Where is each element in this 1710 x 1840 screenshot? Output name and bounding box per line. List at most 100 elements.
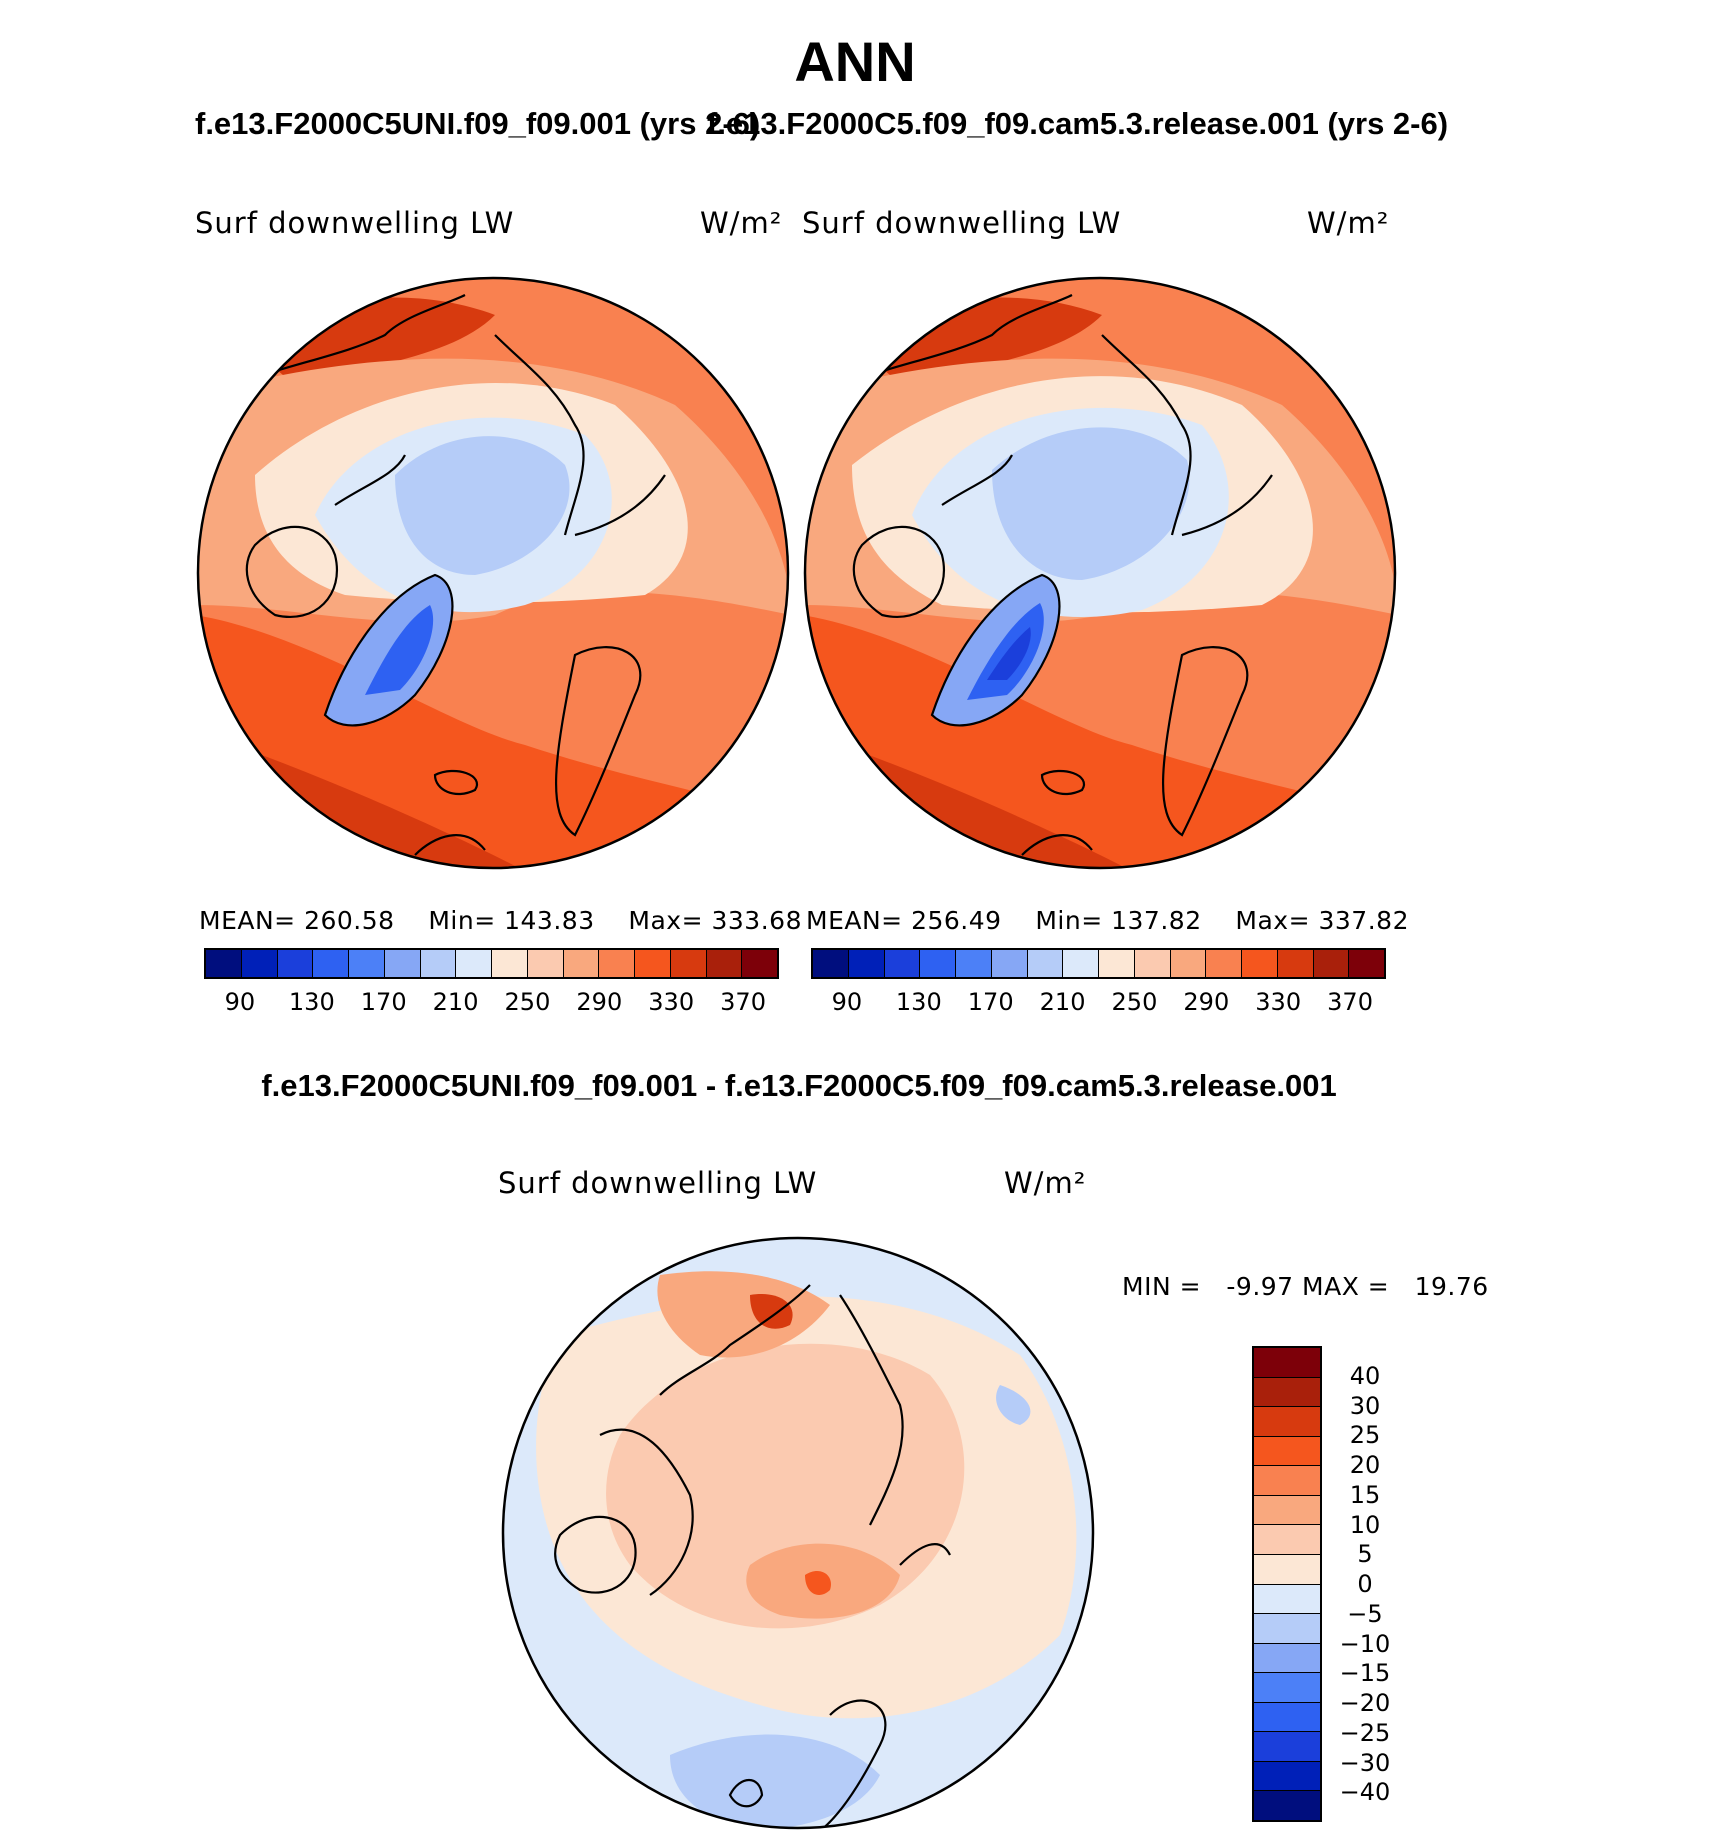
panel2-colorbar-swatch: [1242, 950, 1278, 977]
panel1-colorbar-swatch: [456, 950, 492, 977]
panel2-colorbar-swatch: [920, 950, 956, 977]
panel1-stats: MEAN= 260.58 Min= 143.83 Max= 333.68: [199, 906, 801, 936]
panel1-variable-label: Surf downwelling LW: [195, 206, 515, 240]
diff-region-siberia: [657, 1271, 830, 1358]
panel2-colorbar-tick-label: 90: [831, 988, 863, 1016]
diff-colorbar-swatch: [1254, 1732, 1320, 1762]
case-left-title: f.e13.F2000C5UNI.f09_f09.001 (yrs 2-6): [195, 106, 761, 141]
panel2-colorbar-swatch: [1170, 950, 1207, 977]
diff-map-border: [501, 1236, 1095, 1830]
panel1-map: [196, 276, 790, 870]
diff-colorbar-tick-label: 10: [1349, 1510, 1381, 1539]
diff-colorbar-tick-label: 25: [1349, 1421, 1381, 1450]
diff-colorbar-tick-label: −30: [1339, 1748, 1391, 1777]
panel1-colorbar-swatch: [277, 950, 314, 977]
diff-colorbar-tick-label: −5: [1347, 1599, 1383, 1628]
case-right-title: f.e13.F2000C5.f09_f09.cam5.3.release.001…: [707, 106, 1449, 141]
panel1-colorbar-swatch: [420, 950, 457, 977]
panel1-region-greenland-core: [365, 605, 434, 695]
panel2-colorbar-swatch: [956, 950, 992, 977]
panel1-max-value: 333.68: [711, 906, 802, 935]
diff-colorbar-tick-label: −25: [1339, 1718, 1391, 1747]
panel2-max-value: 337.82: [1318, 906, 1409, 935]
diff-region-chukotka: [805, 1570, 831, 1595]
panel2-colorbar-tick-label: 130: [895, 988, 942, 1016]
panel2-colorbar-swatch: [1349, 950, 1384, 977]
diff-colorbar-tick-label: 5: [1357, 1540, 1373, 1569]
panel2-colorbar-swatch: [1277, 950, 1314, 977]
panel1-region-arctic-core: [395, 436, 570, 575]
diff-colorbar-swatch: [1254, 1495, 1320, 1526]
panel1-colorbar-swatch: [384, 950, 421, 977]
panel1-mean-value: 260.58: [304, 906, 395, 935]
panel2-colorbar: [811, 948, 1386, 979]
diff-colorbar-tick-label: 20: [1349, 1451, 1381, 1479]
panel2-colorbar-swatch: [848, 950, 885, 977]
diff-colorbar-swatch: [1254, 1673, 1320, 1703]
panel1-colorbar-tick-label: 250: [504, 988, 551, 1016]
panel1-colorbar-swatch: [635, 950, 671, 977]
panel2-max-label: Max=: [1235, 906, 1311, 935]
panel1-colorbar-swatch: [599, 950, 635, 977]
diff-min-value: -9.97: [1226, 1272, 1294, 1301]
diff-colorbar-tick-label: −15: [1339, 1659, 1391, 1688]
diff-units-label: W/m²: [1004, 1166, 1087, 1200]
panel2-colorbar-swatch: [1206, 950, 1242, 977]
panel2-min-value: 137.82: [1111, 906, 1202, 935]
panel2-colorbar-tick-label: 370: [1327, 988, 1373, 1016]
panel2-mean-label: MEAN=: [806, 906, 903, 935]
diff-colorbar-swatch: [1254, 1761, 1320, 1792]
diff-max-label: MAX =: [1302, 1272, 1390, 1301]
diff-max-value: 19.76: [1414, 1272, 1489, 1301]
panel1-units-label: W/m²: [700, 206, 783, 240]
panel2-colorbar-swatch: [1134, 950, 1171, 977]
diff-region-pacific: [996, 1385, 1031, 1425]
panel1-colorbar-swatch: [742, 950, 777, 977]
diff-colorbar-swatch: [1254, 1554, 1320, 1585]
diff-colorbar-swatch: [1254, 1348, 1320, 1378]
diff-colorbar-swatch: [1254, 1525, 1320, 1555]
panel2-colorbar-ticks: 90 130 170 210 250 290 330 370: [811, 988, 1386, 1018]
diff-colorbar-ticks: 40 30 25 20 15 10 5 0 −5 −10 −15 −20 −25 −30 −40: [1322, 1346, 1432, 1822]
panel2-colorbar-tick-label: 250: [1111, 988, 1158, 1016]
panel1-min-value: 143.83: [504, 906, 595, 935]
panel2-colorbar-swatch: [1027, 950, 1064, 977]
figure-title: ANN: [794, 30, 916, 93]
diff-colorbar-tick-label: 0: [1357, 1570, 1373, 1598]
panel2-colorbar-swatch: [813, 950, 849, 977]
panel1-min-label: Min=: [428, 906, 496, 935]
panel2-colorbar-swatch: [991, 950, 1028, 977]
panel1-colorbar-swatch: [241, 950, 278, 977]
diff-title: f.e13.F2000C5UNI.f09_f09.001 - f.e13.F20…: [261, 1068, 1337, 1103]
diff-min-label: MIN =: [1122, 1272, 1202, 1301]
panel2-variable-label: Surf downwelling LW: [802, 206, 1122, 240]
panel2-colorbar-tick-label: 170: [967, 988, 1014, 1016]
diff-colorbar-tick-label: −40: [1339, 1778, 1391, 1807]
diff-stats: MIN = -9.97 MAX = 19.76: [1122, 1272, 1489, 1302]
panel2-map: [803, 276, 1397, 870]
panel1-colorbar-swatch: [206, 950, 242, 977]
diff-colorbar-tick-label: 30: [1349, 1391, 1381, 1420]
diff-colorbar-swatch: [1254, 1466, 1320, 1496]
panel1-colorbar-swatch: [563, 950, 600, 977]
diff-colorbar-tick-label: −20: [1339, 1689, 1391, 1717]
panel2-colorbar-swatch: [1313, 950, 1350, 977]
panel1-colorbar-tick-label: 170: [360, 988, 407, 1016]
diff-variable-label: Surf downwelling LW: [498, 1166, 818, 1200]
panel2-map-border: [803, 276, 1397, 870]
diff-colorbar-tick-label: −10: [1339, 1629, 1391, 1658]
panel1-colorbar: [204, 948, 779, 979]
panel2-units-label: W/m²: [1307, 206, 1390, 240]
panel2-region-greenland-core: [967, 603, 1044, 700]
panel1-colorbar-tick-label: 290: [576, 988, 623, 1016]
diff-map: [501, 1236, 1095, 1830]
diff-colorbar-swatch: [1254, 1407, 1320, 1437]
diff-region-kamchatka: [750, 1294, 793, 1329]
diff-colorbar-swatch: [1254, 1584, 1320, 1615]
panel1-mean-label: MEAN=: [199, 906, 296, 935]
panel1-colorbar-swatch: [492, 950, 528, 977]
panel1-colorbar-tick-label: 330: [648, 988, 695, 1016]
panel1-map-border: [196, 276, 790, 870]
panel1-colorbar-swatch: [349, 950, 385, 977]
panel1-colorbar-swatch: [706, 950, 743, 977]
